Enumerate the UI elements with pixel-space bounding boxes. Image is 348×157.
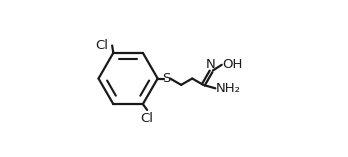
Text: Cl: Cl xyxy=(95,39,108,52)
Text: Cl: Cl xyxy=(141,112,154,125)
Text: NH₂: NH₂ xyxy=(216,82,241,95)
Text: S: S xyxy=(162,72,171,85)
Text: N: N xyxy=(206,58,216,71)
Text: OH: OH xyxy=(222,58,243,71)
